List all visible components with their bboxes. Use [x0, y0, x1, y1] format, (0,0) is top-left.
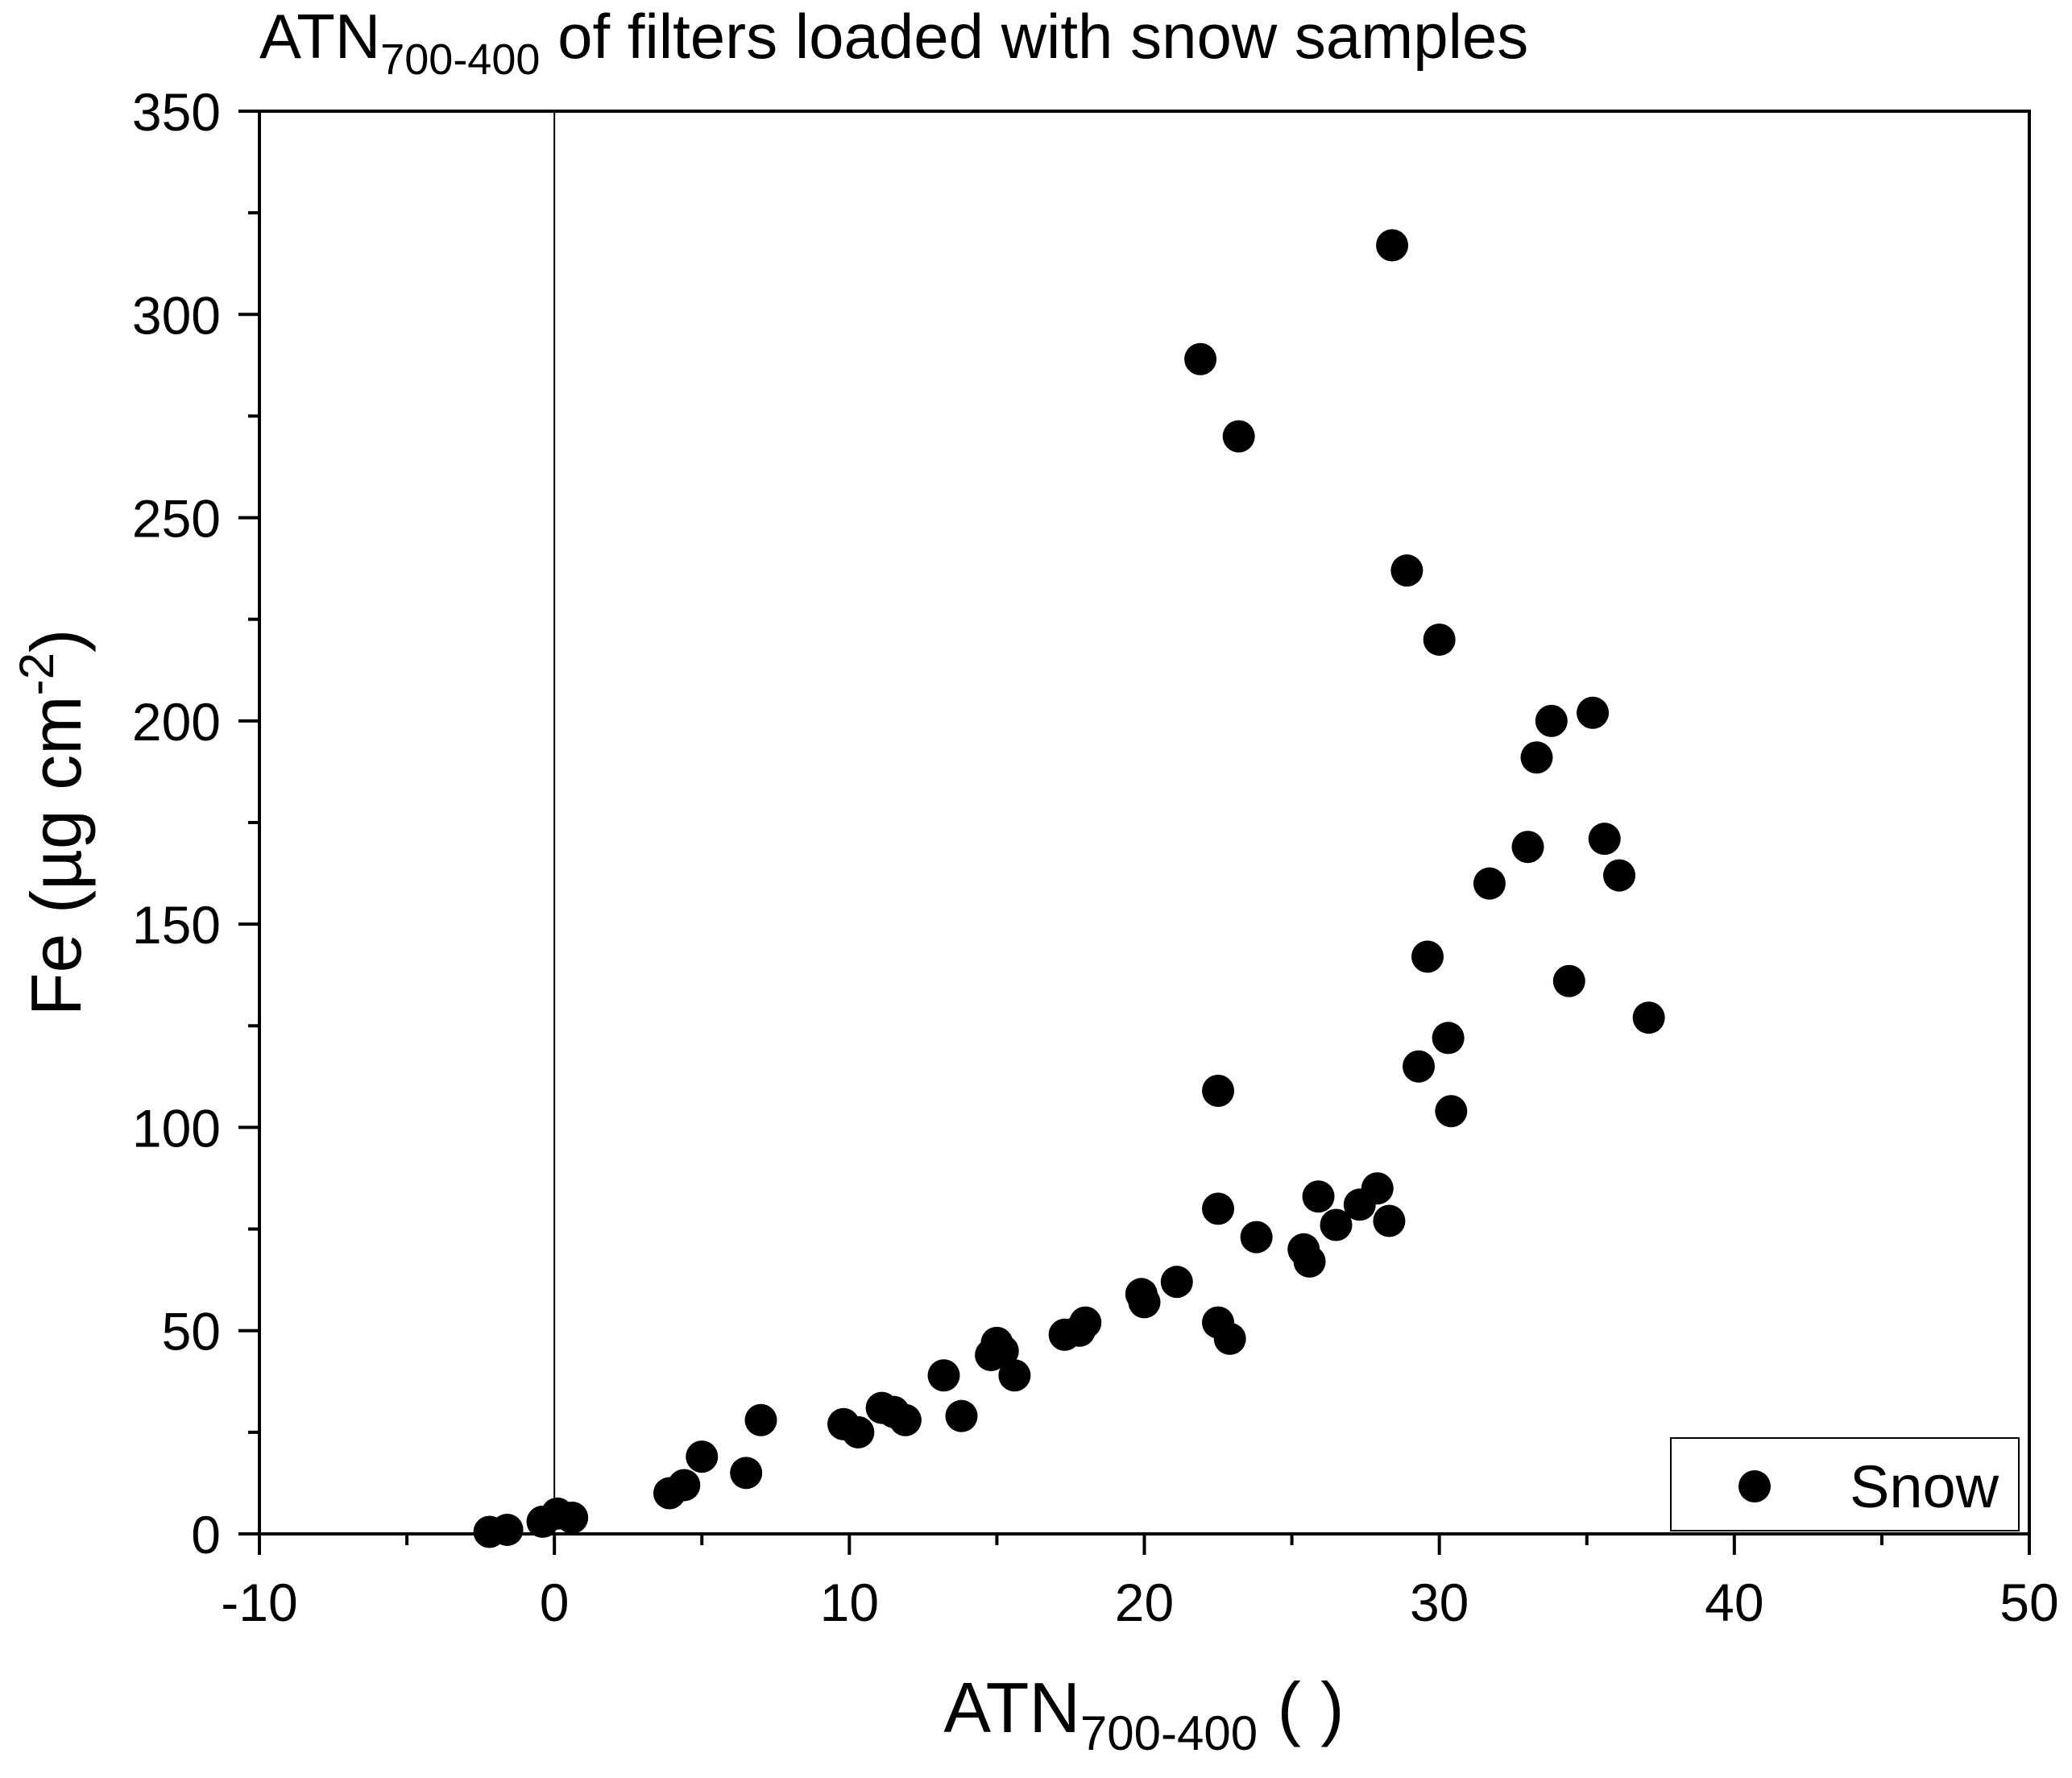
y-axis-label: Fe (µg cm-2): [10, 629, 96, 1017]
chart-title-rest: of filters loaded with snow samples: [540, 1, 1528, 72]
data-point: [491, 1513, 524, 1546]
data-point: [1403, 1050, 1436, 1083]
data-point: [1302, 1180, 1335, 1213]
y-tick-label: 300: [132, 285, 221, 345]
data-point: [686, 1440, 719, 1473]
x-axis-label: ATN700-400 ( ): [943, 1668, 1344, 1760]
legend-box: [1670, 1437, 2020, 1531]
data-point: [1520, 741, 1553, 774]
x-axis-ticks: -10 0 10 20 30 40 50: [221, 1534, 2059, 1632]
y-tick-label: 150: [132, 895, 221, 955]
x-axis-label-rest: ( ): [1258, 1668, 1345, 1747]
y-tick-label: 200: [132, 692, 221, 752]
data-point: [730, 1457, 763, 1490]
data-point: [1160, 1266, 1193, 1299]
data-point: [998, 1359, 1031, 1392]
data-point: [1202, 1192, 1235, 1225]
y-axis-label-superscript: -2: [10, 653, 64, 695]
y-tick-label: 50: [162, 1302, 221, 1361]
data-point: [1128, 1286, 1161, 1319]
x-tick-label: 20: [1115, 1573, 1174, 1632]
x-tick-label: 30: [1410, 1573, 1469, 1632]
data-point: [1632, 1001, 1665, 1034]
y-tick-label: 0: [191, 1505, 221, 1565]
chart-title: ATN700-400 of filters loaded with snow s…: [259, 1, 1528, 84]
data-point: [1473, 867, 1506, 900]
data-point: [1240, 1221, 1273, 1254]
data-point: [1588, 823, 1621, 856]
data-point: [1511, 831, 1544, 864]
data-point: [1373, 1204, 1406, 1237]
data-point: [945, 1399, 978, 1432]
data-point: [1603, 859, 1636, 892]
data-point: [842, 1415, 875, 1449]
y-tick-label: 100: [132, 1098, 221, 1158]
x-axis-label-subscript: 700-400: [1080, 1706, 1258, 1760]
x-tick-label: -10: [221, 1573, 297, 1632]
legend: Snow: [1670, 1437, 2020, 1531]
data-point: [744, 1403, 777, 1436]
data-point: [556, 1501, 589, 1534]
data-point: [1435, 1095, 1468, 1128]
chart-title-main: ATN: [259, 1, 380, 72]
plot-area-frame: [258, 110, 2031, 1536]
data-point: [1577, 696, 1610, 729]
y-tick-label: 250: [132, 489, 221, 549]
data-point: [927, 1359, 960, 1392]
x-tick-label: 0: [540, 1573, 570, 1632]
y-axis-label-rest: ): [16, 629, 96, 653]
x-axis-label-main: ATN: [943, 1668, 1080, 1747]
legend-label-snow: Snow: [1850, 1453, 1999, 1520]
data-point: [1222, 420, 1255, 453]
data-point: [986, 1334, 1019, 1367]
data-point: [1423, 623, 1456, 656]
y-axis-ticks: 0 50 100 150 200 250 300 350: [132, 82, 259, 1565]
data-point: [1202, 1075, 1235, 1108]
data-point: [1390, 554, 1423, 587]
data-point: [889, 1403, 922, 1436]
y-tick-label: 350: [132, 82, 221, 142]
data-point: [1293, 1245, 1326, 1278]
snow-series-points: [473, 229, 1665, 1548]
x-tick-label: 50: [1999, 1573, 2058, 1632]
data-point: [1320, 1208, 1353, 1241]
x-tick-label: 10: [820, 1573, 879, 1632]
data-point: [1184, 342, 1217, 375]
y-axis-label-main: Fe (µg cm: [16, 695, 96, 1016]
data-point: [1432, 1022, 1465, 1055]
data-point: [1361, 1172, 1394, 1205]
x-tick-label: 40: [1705, 1573, 1763, 1632]
data-point: [1552, 964, 1585, 997]
chart-title-subscript: 700-400: [380, 35, 540, 84]
legend-marker-snow: [1738, 1470, 1771, 1502]
data-point: [1069, 1306, 1102, 1339]
data-point: [1213, 1322, 1246, 1355]
data-point: [1376, 229, 1409, 262]
data-point: [1411, 940, 1444, 973]
data-point: [1535, 704, 1568, 737]
data-point: [668, 1469, 701, 1502]
